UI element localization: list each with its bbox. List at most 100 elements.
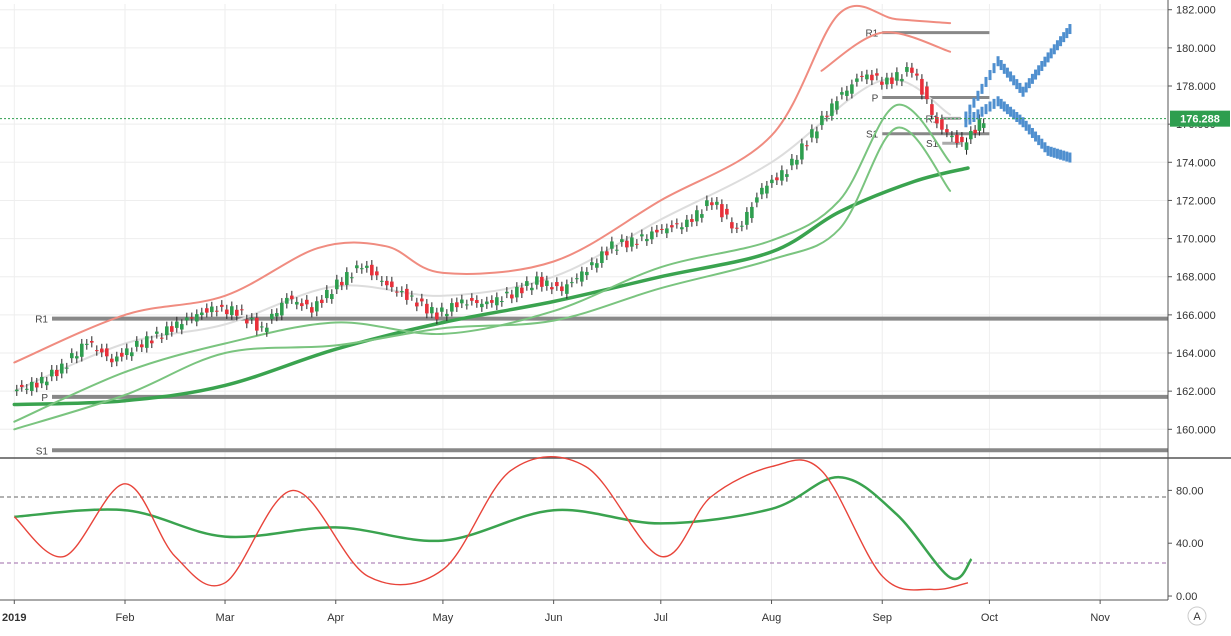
candle-body[interactable] xyxy=(205,308,209,313)
candle-body[interactable] xyxy=(450,303,454,312)
candle-body[interactable] xyxy=(335,279,339,290)
candle-body[interactable] xyxy=(525,281,529,286)
candle-body[interactable] xyxy=(109,358,114,363)
candle-body[interactable] xyxy=(935,117,939,124)
candle-body[interactable] xyxy=(665,228,669,234)
candle-body[interactable] xyxy=(115,356,119,362)
candle-body[interactable] xyxy=(900,78,904,82)
candle-body[interactable] xyxy=(855,78,859,82)
candle-body[interactable] xyxy=(770,179,774,184)
candle-body[interactable] xyxy=(210,306,214,313)
candle-body[interactable] xyxy=(415,302,419,307)
candle-body[interactable] xyxy=(725,208,729,215)
candle-body[interactable] xyxy=(805,145,809,147)
candle-body[interactable] xyxy=(245,319,249,324)
candle-body[interactable] xyxy=(480,303,484,308)
candle-body[interactable] xyxy=(395,291,399,293)
candle-body[interactable] xyxy=(165,326,169,336)
candle-body[interactable] xyxy=(795,159,799,165)
candle-body[interactable] xyxy=(780,170,784,181)
candle-body[interactable] xyxy=(520,287,524,294)
candle-body[interactable] xyxy=(875,73,879,76)
candle-body[interactable] xyxy=(810,129,814,138)
candle-body[interactable] xyxy=(615,249,619,251)
candle-body[interactable] xyxy=(410,295,414,297)
candle-body[interactable] xyxy=(29,381,34,391)
candle-body[interactable] xyxy=(745,211,749,225)
candle-body[interactable] xyxy=(535,276,539,285)
candle-body[interactable] xyxy=(840,92,844,95)
candle-body[interactable] xyxy=(775,177,779,181)
candle-body[interactable] xyxy=(760,187,764,195)
candle-body[interactable] xyxy=(720,204,724,218)
candle-body[interactable] xyxy=(800,143,804,160)
candle-body[interactable] xyxy=(740,225,744,227)
candle-body[interactable] xyxy=(320,299,324,304)
candle-body[interactable] xyxy=(69,353,74,359)
candle-body[interactable] xyxy=(890,77,894,84)
candle-body[interactable] xyxy=(565,284,569,294)
candle-body[interactable] xyxy=(705,200,709,207)
candle-body[interactable] xyxy=(380,280,384,282)
candle-body[interactable] xyxy=(275,313,279,317)
candle-body[interactable] xyxy=(295,301,299,305)
candle-body[interactable] xyxy=(420,298,424,302)
candle-body[interactable] xyxy=(360,268,364,270)
candle-body[interactable] xyxy=(550,287,554,290)
candle-body[interactable] xyxy=(645,239,649,242)
candle-body[interactable] xyxy=(715,201,719,205)
candle-body[interactable] xyxy=(940,119,944,130)
candle-body[interactable] xyxy=(930,104,934,115)
candle-body[interactable] xyxy=(885,77,889,85)
candle-body[interactable] xyxy=(590,262,594,266)
candle-body[interactable] xyxy=(440,307,444,312)
candle-body[interactable] xyxy=(969,131,973,140)
candle-body[interactable] xyxy=(84,343,89,345)
candle-body[interactable] xyxy=(280,302,284,316)
candle-body[interactable] xyxy=(150,340,154,344)
candle-body[interactable] xyxy=(190,317,194,319)
candle-body[interactable] xyxy=(390,281,394,288)
candle-body[interactable] xyxy=(485,301,489,305)
candle-body[interactable] xyxy=(445,313,449,317)
candle-body[interactable] xyxy=(235,309,239,316)
candle-body[interactable] xyxy=(195,314,199,322)
candle-body[interactable] xyxy=(300,303,304,307)
candle-body[interactable] xyxy=(710,202,714,206)
candle-body[interactable] xyxy=(370,264,374,276)
candlesticks[interactable] xyxy=(14,62,986,396)
candle-body[interactable] xyxy=(570,282,574,284)
candle-body[interactable] xyxy=(790,158,794,166)
candle-body[interactable] xyxy=(750,206,754,219)
candle-body[interactable] xyxy=(365,265,369,268)
candle-body[interactable] xyxy=(755,197,759,203)
candle-body[interactable] xyxy=(120,352,124,357)
candle-body[interactable] xyxy=(170,326,174,332)
candle-body[interactable] xyxy=(405,288,409,300)
candle-body[interactable] xyxy=(950,135,954,138)
candle-body[interactable] xyxy=(180,324,184,330)
candle-body[interactable] xyxy=(695,210,699,222)
candle-body[interactable] xyxy=(850,84,854,94)
candle-body[interactable] xyxy=(14,389,19,392)
candle-body[interactable] xyxy=(355,265,359,269)
candle-body[interactable] xyxy=(580,271,584,282)
candle-body[interactable] xyxy=(240,309,244,311)
candle-body[interactable] xyxy=(200,312,204,316)
candle-body[interactable] xyxy=(955,134,959,143)
candle-body[interactable] xyxy=(470,298,474,301)
candle-body[interactable] xyxy=(835,101,839,110)
candle-body[interactable] xyxy=(860,75,864,77)
candle-body[interactable] xyxy=(555,282,559,287)
candle-body[interactable] xyxy=(690,219,694,222)
candle-body[interactable] xyxy=(730,222,734,229)
candle-body[interactable] xyxy=(140,344,144,348)
candle-body[interactable] xyxy=(215,310,219,312)
candle-body[interactable] xyxy=(345,272,349,285)
candle-body[interactable] xyxy=(545,280,549,286)
candle-body[interactable] xyxy=(505,291,509,294)
candle-body[interactable] xyxy=(44,381,49,386)
candle-body[interactable] xyxy=(685,219,689,228)
candle-body[interactable] xyxy=(64,367,69,369)
